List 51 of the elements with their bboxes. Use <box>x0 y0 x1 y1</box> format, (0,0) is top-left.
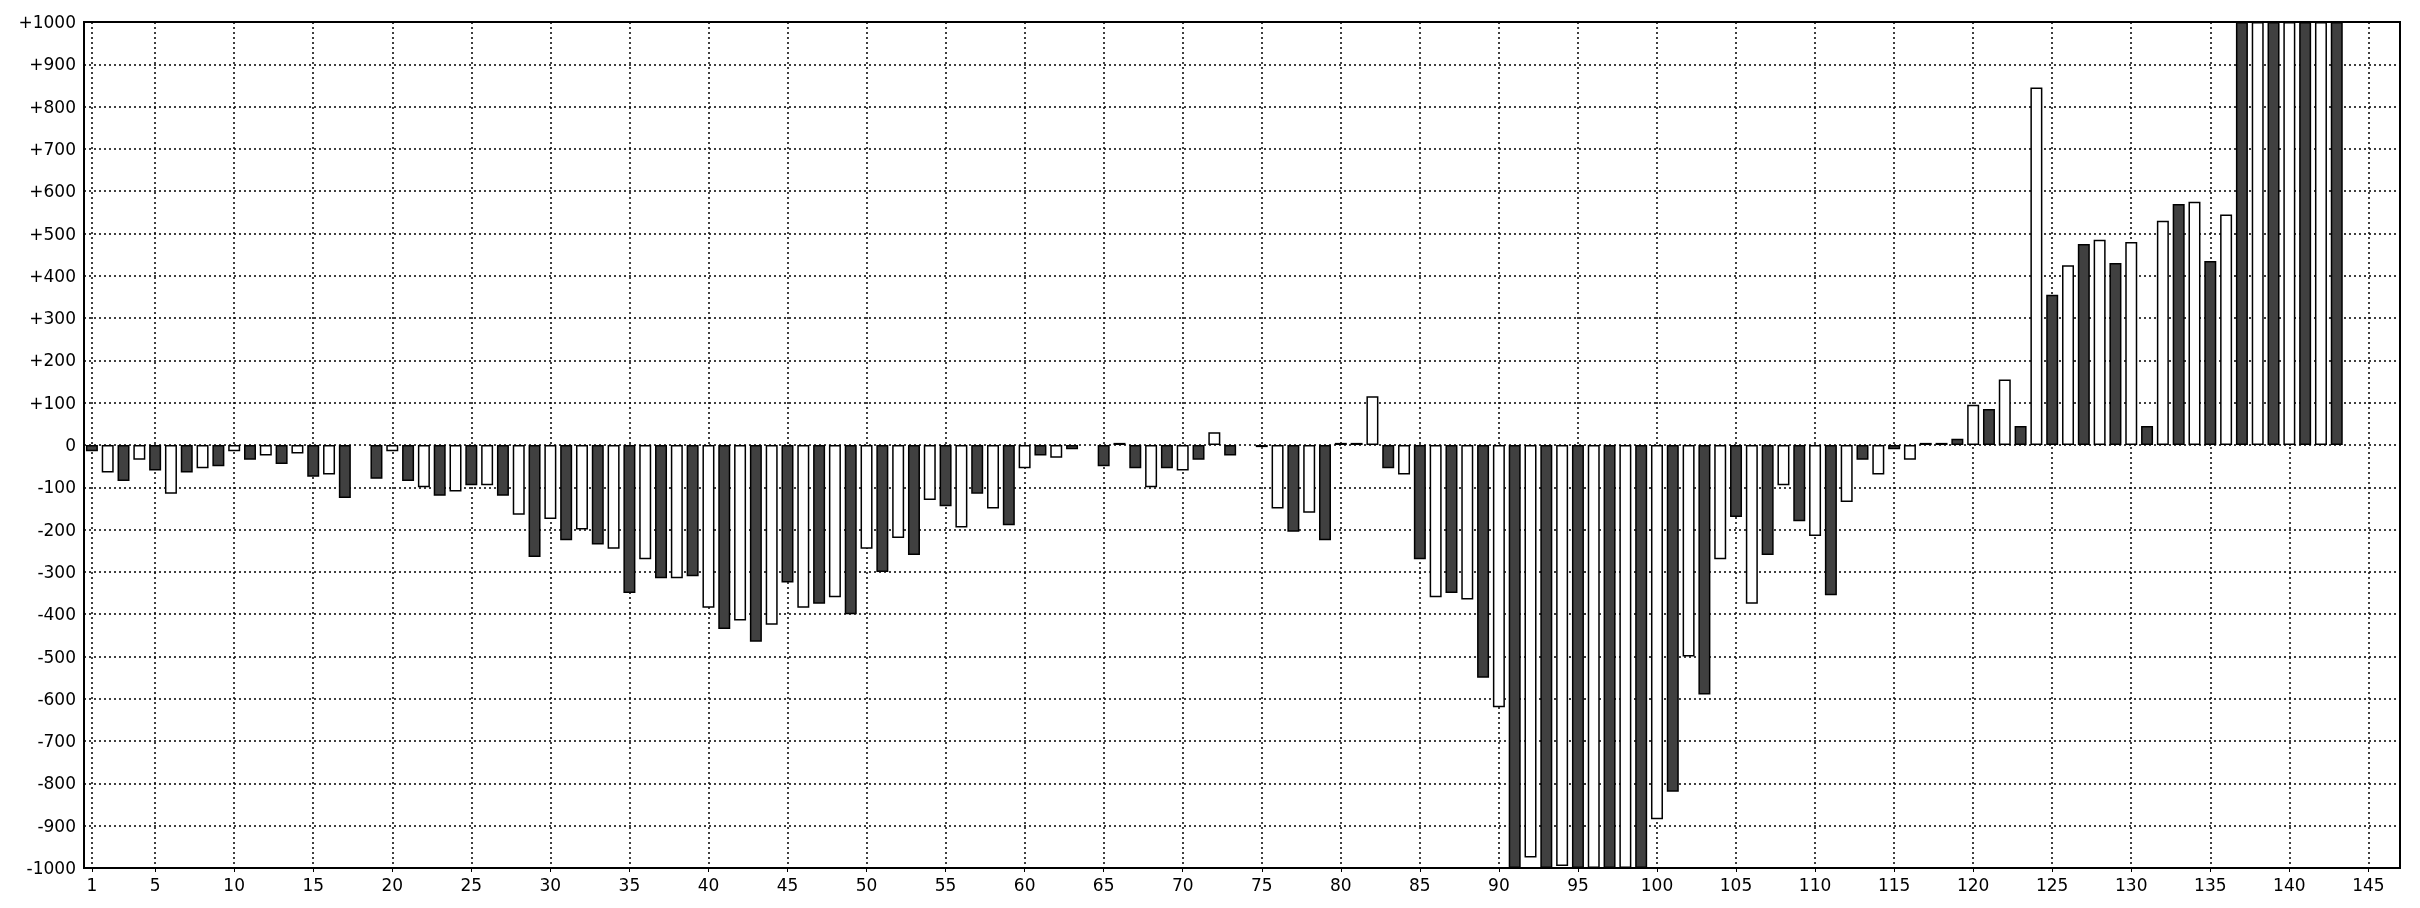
y-tick-label: -500 <box>37 646 76 667</box>
x-tick-label: 120 <box>1956 874 1990 895</box>
x-tick-label: 80 <box>1329 874 1352 895</box>
x-tick-label: 45 <box>776 874 799 895</box>
y-tick-label: +800 <box>29 96 76 117</box>
x-tick-label: 60 <box>1013 874 1036 895</box>
x-tick-label: 65 <box>1092 874 1115 895</box>
x-tick-label: 85 <box>1409 874 1431 895</box>
y-tick-label: +1000 <box>18 12 76 32</box>
x-tick-label: 30 <box>539 874 562 895</box>
x-tick-label: 50 <box>855 874 878 895</box>
x-tick-label: 25 <box>460 874 483 895</box>
y-tick-label: -300 <box>37 561 76 582</box>
y-tick-label: -100 <box>37 477 76 498</box>
y-tick-label: +100 <box>29 392 76 413</box>
y-tick-label: -700 <box>37 731 76 752</box>
y-tick-label: +400 <box>29 265 76 286</box>
y-tick-label: +500 <box>29 223 76 244</box>
y-tick-label: +600 <box>29 181 76 202</box>
x-tick-label: 70 <box>1171 874 1194 895</box>
x-tick-label: 125 <box>2035 874 2069 895</box>
x-tick-label: 110 <box>1798 874 1832 895</box>
y-tick-label: +300 <box>29 308 76 329</box>
x-tick-label: 75 <box>1250 874 1273 895</box>
x-tick-label: 1 <box>86 874 98 895</box>
x-tick-label: 5 <box>149 874 161 895</box>
x-tick-label: 20 <box>381 874 404 895</box>
x-tick-label: 145 <box>2352 874 2385 895</box>
y-tick-label: -600 <box>37 688 76 709</box>
y-tick-label: +900 <box>29 54 76 75</box>
x-tick-label: 115 <box>1877 874 1911 895</box>
x-tick-label: 10 <box>223 874 245 895</box>
x-tick-label: 140 <box>2273 874 2306 895</box>
y-tick-label: -900 <box>37 815 76 836</box>
y-tick-label: -800 <box>37 773 76 794</box>
x-tick-label: 40 <box>697 874 720 895</box>
y-tick-label: +200 <box>29 350 76 371</box>
x-tick-label: 55 <box>934 874 957 895</box>
x-tick-label: 100 <box>1640 874 1674 895</box>
y-tick-label: +700 <box>29 138 76 159</box>
y-tick-label: -200 <box>37 519 76 540</box>
x-tick-label: 15 <box>302 874 325 895</box>
y-tick-label: 0 <box>65 435 76 455</box>
x-tick-label: 130 <box>2115 874 2148 895</box>
x-tick-label: 90 <box>1488 874 1510 895</box>
x-tick-label: 105 <box>1719 874 1753 895</box>
x-tick-label: 35 <box>618 874 641 895</box>
y-tick-label: -1000 <box>26 858 76 878</box>
x-tick-label: 135 <box>2194 874 2227 895</box>
y-tick-label: -400 <box>37 604 76 625</box>
x-tick-label: 95 <box>1567 874 1589 895</box>
